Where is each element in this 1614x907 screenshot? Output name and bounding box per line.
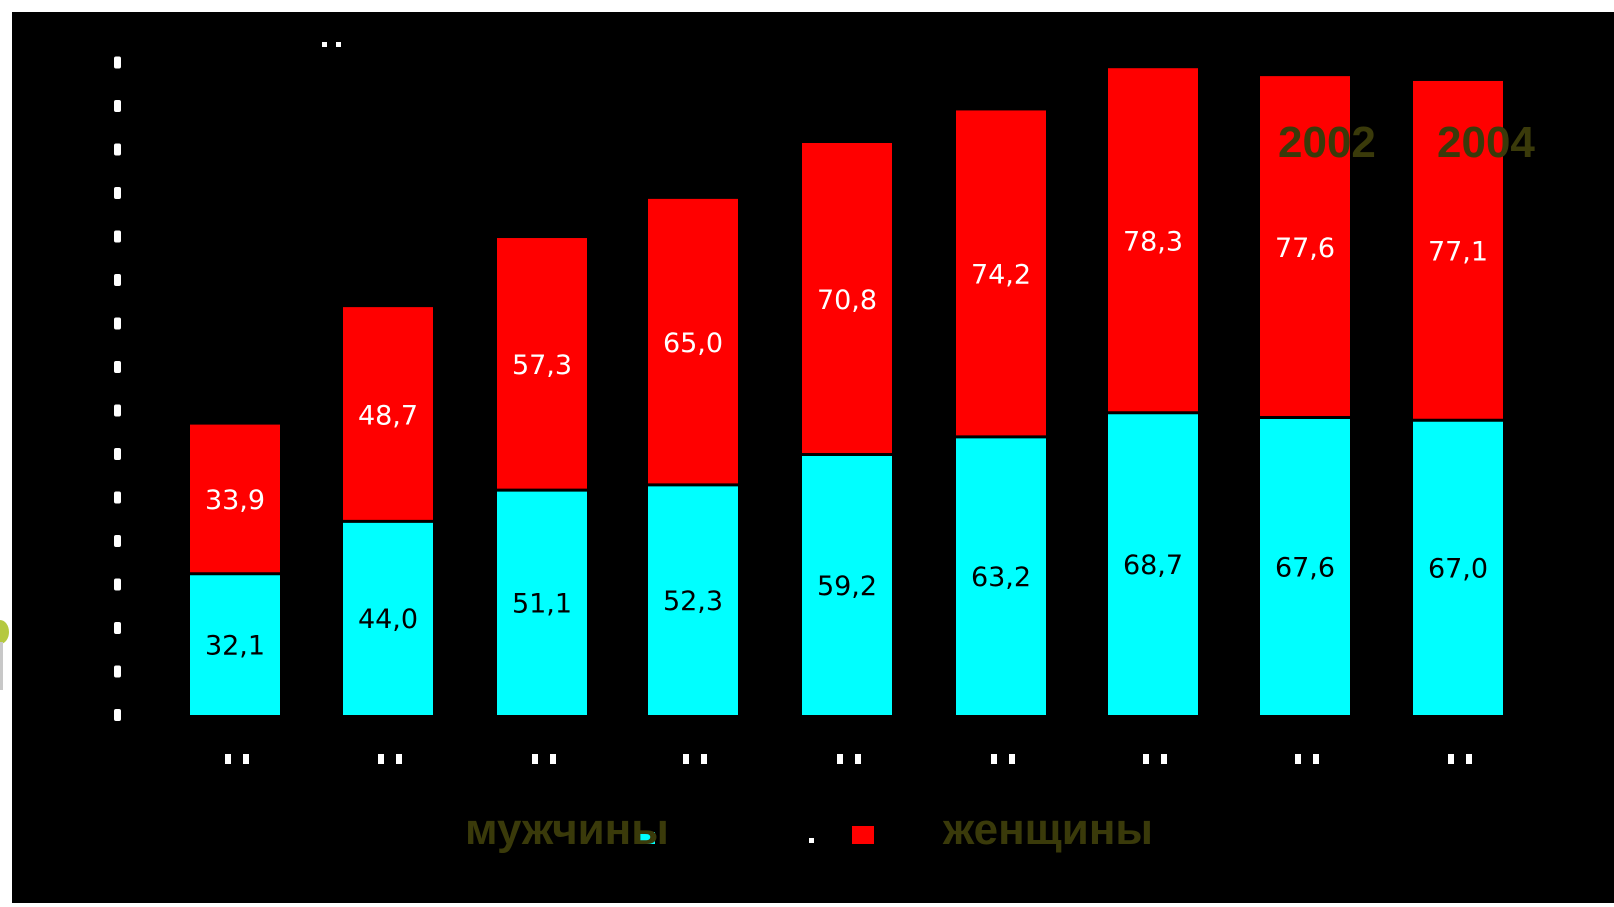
bar-men (343, 521, 433, 715)
x-tick-mark (683, 754, 689, 764)
data-label-men: 52,3 (663, 586, 723, 617)
x-tick-mark (1009, 754, 1015, 764)
legend-label-women: женщины (943, 805, 1153, 854)
y-tick-mark (114, 361, 121, 373)
x-tick-mark (396, 754, 402, 764)
bar-women (1413, 80, 1503, 421)
y-tick-mark (114, 274, 121, 286)
data-label-men: 68,7 (1123, 550, 1183, 581)
data-label-women: 65,0 (663, 328, 723, 359)
y-tick-mark (114, 317, 121, 330)
data-label-women: 78,3 (1123, 226, 1183, 257)
y-tick-mark (114, 100, 121, 112)
y-tick-mark (114, 404, 121, 417)
x-tick-mark (550, 754, 556, 764)
bar-men (190, 573, 280, 715)
y-tick-mark (114, 622, 121, 634)
data-label-men: 67,0 (1428, 554, 1488, 585)
data-label-women: 74,2 (971, 260, 1031, 291)
x-axis-ticks (225, 754, 1472, 764)
year-label-2002: 2002 (1278, 118, 1376, 167)
y-tick-mark (114, 665, 121, 678)
header-glyph (322, 42, 327, 47)
y-tick-mark (114, 56, 121, 69)
x-tick-mark (1143, 754, 1149, 764)
data-label-men: 44,0 (358, 604, 418, 635)
x-tick-mark (378, 754, 384, 764)
y-tick-mark (114, 578, 121, 591)
data-label-women: 70,8 (817, 285, 877, 316)
legend-label-men: мужчины (465, 805, 669, 854)
data-label-men: 59,2 (817, 571, 877, 602)
bar-women (648, 198, 738, 485)
bar-women (1108, 68, 1198, 413)
legend-swatch-men (637, 832, 655, 844)
x-tick-mark (991, 754, 997, 764)
y-tick-mark (114, 491, 121, 504)
bar-women (343, 307, 433, 522)
legend-dot (809, 838, 814, 843)
bar-men (1260, 417, 1350, 715)
bar-men (497, 490, 587, 715)
legend-swatch-women (852, 826, 874, 844)
x-tick-mark (1466, 754, 1472, 764)
data-label-men: 32,1 (205, 630, 265, 661)
bar-women (497, 238, 587, 491)
bar-men (802, 454, 892, 715)
x-tick-mark (532, 754, 538, 764)
data-label-women: 77,1 (1428, 237, 1488, 268)
data-label-men: 67,6 (1275, 552, 1335, 583)
stacked-bar-chart: 32,1 33,9 44,0 48,7 51,1 57,3 52,3 65,0 59,2 70,8… (114, 42, 1503, 844)
x-tick-mark (855, 754, 861, 764)
x-tick-mark (1295, 754, 1301, 764)
data-label-men: 51,1 (512, 589, 572, 620)
chart-panel: 32,1 33,9 44,0 48,7 51,1 57,3 52,3 65,0 59,2 70,8… (12, 12, 1614, 903)
bar-women (190, 424, 280, 574)
bar-men (648, 484, 738, 715)
bar-women (802, 143, 892, 455)
data-label-women: 77,6 (1275, 233, 1335, 264)
x-tick-mark (701, 754, 707, 764)
x-tick-mark (1448, 754, 1454, 764)
x-tick-mark (1161, 754, 1167, 764)
x-tick-mark (243, 754, 249, 764)
data-label-women: 57,3 (512, 350, 572, 381)
y-tick-mark (114, 143, 121, 156)
y-tick-mark (114, 187, 121, 199)
bar-women (1260, 76, 1350, 418)
x-tick-mark (837, 754, 843, 764)
y-tick-mark (114, 535, 121, 547)
y-tick-mark (114, 230, 121, 243)
y-tick-mark (114, 448, 121, 460)
header-glyph (336, 42, 341, 47)
data-label-women: 48,7 (358, 400, 418, 431)
data-label-women: 33,9 (205, 485, 265, 516)
bar-men (956, 436, 1046, 715)
data-label-men: 63,2 (971, 562, 1031, 593)
y-axis-ticks (114, 56, 121, 721)
year-label-2004: 2004 (1437, 118, 1535, 167)
leaf-decoration (0, 620, 9, 690)
bar-men (1108, 412, 1198, 715)
x-tick-mark (225, 754, 231, 764)
bar-women (956, 110, 1046, 437)
y-tick-mark (114, 709, 121, 721)
x-tick-mark (1313, 754, 1319, 764)
bar-men (1413, 420, 1503, 715)
